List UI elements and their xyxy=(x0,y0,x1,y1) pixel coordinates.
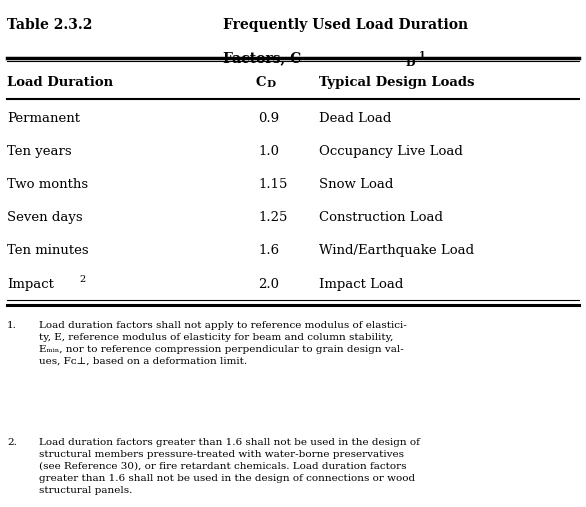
Text: Construction Load: Construction Load xyxy=(319,211,443,224)
Text: 1.6: 1.6 xyxy=(258,244,279,258)
Text: Snow Load: Snow Load xyxy=(319,178,394,191)
Text: Load duration factors shall not apply to reference modulus of elastici-
ty, E, r: Load duration factors shall not apply to… xyxy=(39,320,407,366)
Text: 2.: 2. xyxy=(7,438,17,447)
Text: Load Duration: Load Duration xyxy=(7,76,113,89)
Text: Load duration factors greater than 1.6 shall not be used in the design of
struct: Load duration factors greater than 1.6 s… xyxy=(39,438,420,495)
Text: Table 2.3.2: Table 2.3.2 xyxy=(7,18,93,32)
Text: 1.: 1. xyxy=(7,320,17,330)
Text: 1.15: 1.15 xyxy=(258,178,287,191)
Text: Occupancy Live Load: Occupancy Live Load xyxy=(319,145,463,158)
Text: Impact Load: Impact Load xyxy=(319,278,404,291)
Text: Ten years: Ten years xyxy=(7,145,72,158)
Text: 1.0: 1.0 xyxy=(258,145,279,158)
Text: 0.9: 0.9 xyxy=(258,112,279,125)
Text: Permanent: Permanent xyxy=(7,112,80,125)
Text: 1: 1 xyxy=(419,51,425,60)
Text: Impact: Impact xyxy=(7,278,54,291)
Text: C: C xyxy=(255,76,265,89)
Text: Two months: Two months xyxy=(7,178,88,191)
Text: Dead Load: Dead Load xyxy=(319,112,391,125)
Text: Seven days: Seven days xyxy=(7,211,83,224)
Text: D: D xyxy=(267,81,276,89)
Text: Typical Design Loads: Typical Design Loads xyxy=(319,76,475,89)
Text: Factors, C: Factors, C xyxy=(223,52,301,65)
Text: Frequently Used Load Duration: Frequently Used Load Duration xyxy=(223,18,468,32)
Text: 2.0: 2.0 xyxy=(258,278,279,291)
Text: D: D xyxy=(406,57,415,67)
Text: 2: 2 xyxy=(79,275,85,284)
Text: Ten minutes: Ten minutes xyxy=(7,244,89,258)
Text: 1.25: 1.25 xyxy=(258,211,287,224)
Text: Wind/Earthquake Load: Wind/Earthquake Load xyxy=(319,244,475,258)
